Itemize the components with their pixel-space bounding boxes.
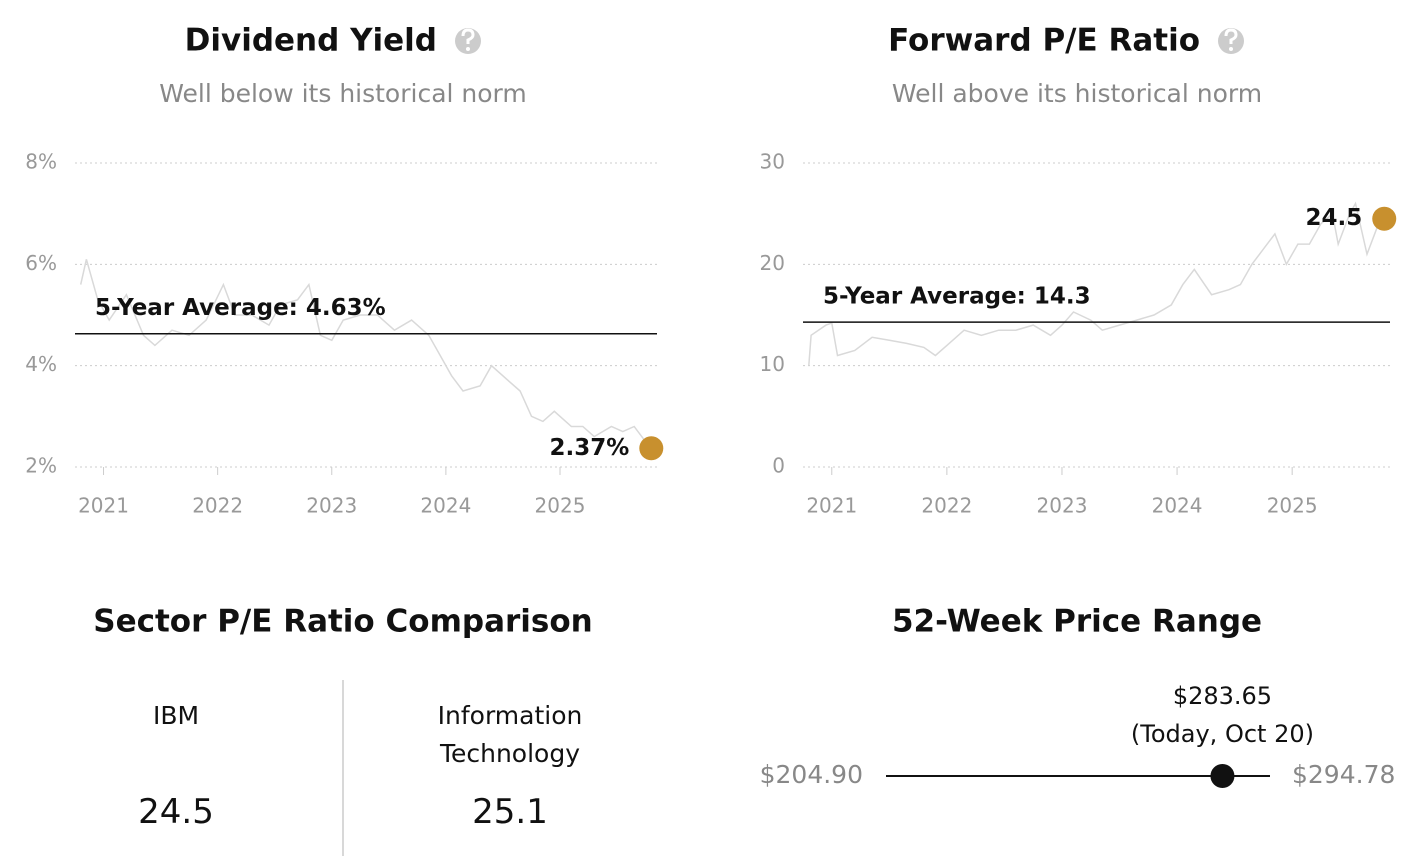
x-tick-label: 2025 bbox=[1267, 494, 1318, 518]
y-tick-label: 0 bbox=[772, 454, 785, 478]
y-tick-label: 20 bbox=[760, 251, 785, 275]
average-label: 5-Year Average: 14.3 bbox=[823, 284, 1091, 310]
chart-subtitle: Well below its historical norm bbox=[159, 79, 527, 108]
x-tick-label: 2023 bbox=[1037, 494, 1088, 518]
y-tick-label: 2% bbox=[25, 454, 57, 478]
x-tick-label: 2021 bbox=[78, 494, 129, 518]
sector-title: Sector P/E Ratio Comparison bbox=[93, 604, 592, 640]
x-tick-label: 2021 bbox=[806, 494, 857, 518]
y-tick-label: 4% bbox=[25, 352, 57, 376]
y-tick-label: 6% bbox=[25, 251, 57, 275]
info-icon-mark bbox=[1224, 28, 1238, 44]
sector-value: 25.1 bbox=[472, 792, 548, 832]
range-title: 52-Week Price Range bbox=[892, 604, 1262, 640]
x-tick-label: 2024 bbox=[420, 494, 471, 518]
sector-label: Information Technology bbox=[437, 701, 583, 768]
current-label: 24.5 bbox=[1305, 205, 1362, 231]
chart-title: Dividend Yield bbox=[185, 23, 437, 59]
range-current-label: $283.65 bbox=[1173, 682, 1272, 710]
sector-value: 24.5 bbox=[138, 792, 214, 832]
range-current-note: (Today, Oct 20) bbox=[1131, 720, 1314, 748]
sector-label: IBM bbox=[152, 701, 200, 730]
x-tick-label: 2022 bbox=[192, 494, 243, 518]
current-label: 2.37% bbox=[549, 435, 629, 461]
range-low-label: $204.90 bbox=[760, 760, 863, 789]
x-tick-label: 2025 bbox=[535, 494, 586, 518]
current-dot bbox=[639, 436, 664, 461]
x-tick-label: 2023 bbox=[306, 494, 357, 518]
x-tick-label: 2022 bbox=[921, 494, 972, 518]
y-tick-label: 30 bbox=[760, 150, 785, 174]
range-current-dot bbox=[1210, 764, 1235, 788]
chart-subtitle: Well above its historical norm bbox=[892, 79, 1262, 108]
current-dot bbox=[1372, 206, 1397, 231]
y-tick-label: 10 bbox=[760, 352, 785, 376]
average-label: 5-Year Average: 4.63% bbox=[95, 295, 386, 321]
range-high-label: $294.78 bbox=[1292, 760, 1395, 789]
y-tick-label: 8% bbox=[25, 150, 57, 174]
x-tick-label: 2024 bbox=[1152, 494, 1203, 518]
info-icon-dot bbox=[1229, 47, 1233, 51]
data-line bbox=[808, 201, 1385, 366]
chart-title: Forward P/E Ratio bbox=[888, 23, 1200, 59]
info-icon-dot bbox=[466, 47, 470, 51]
data-line bbox=[79, 259, 652, 449]
info-icon-mark bbox=[461, 28, 475, 44]
